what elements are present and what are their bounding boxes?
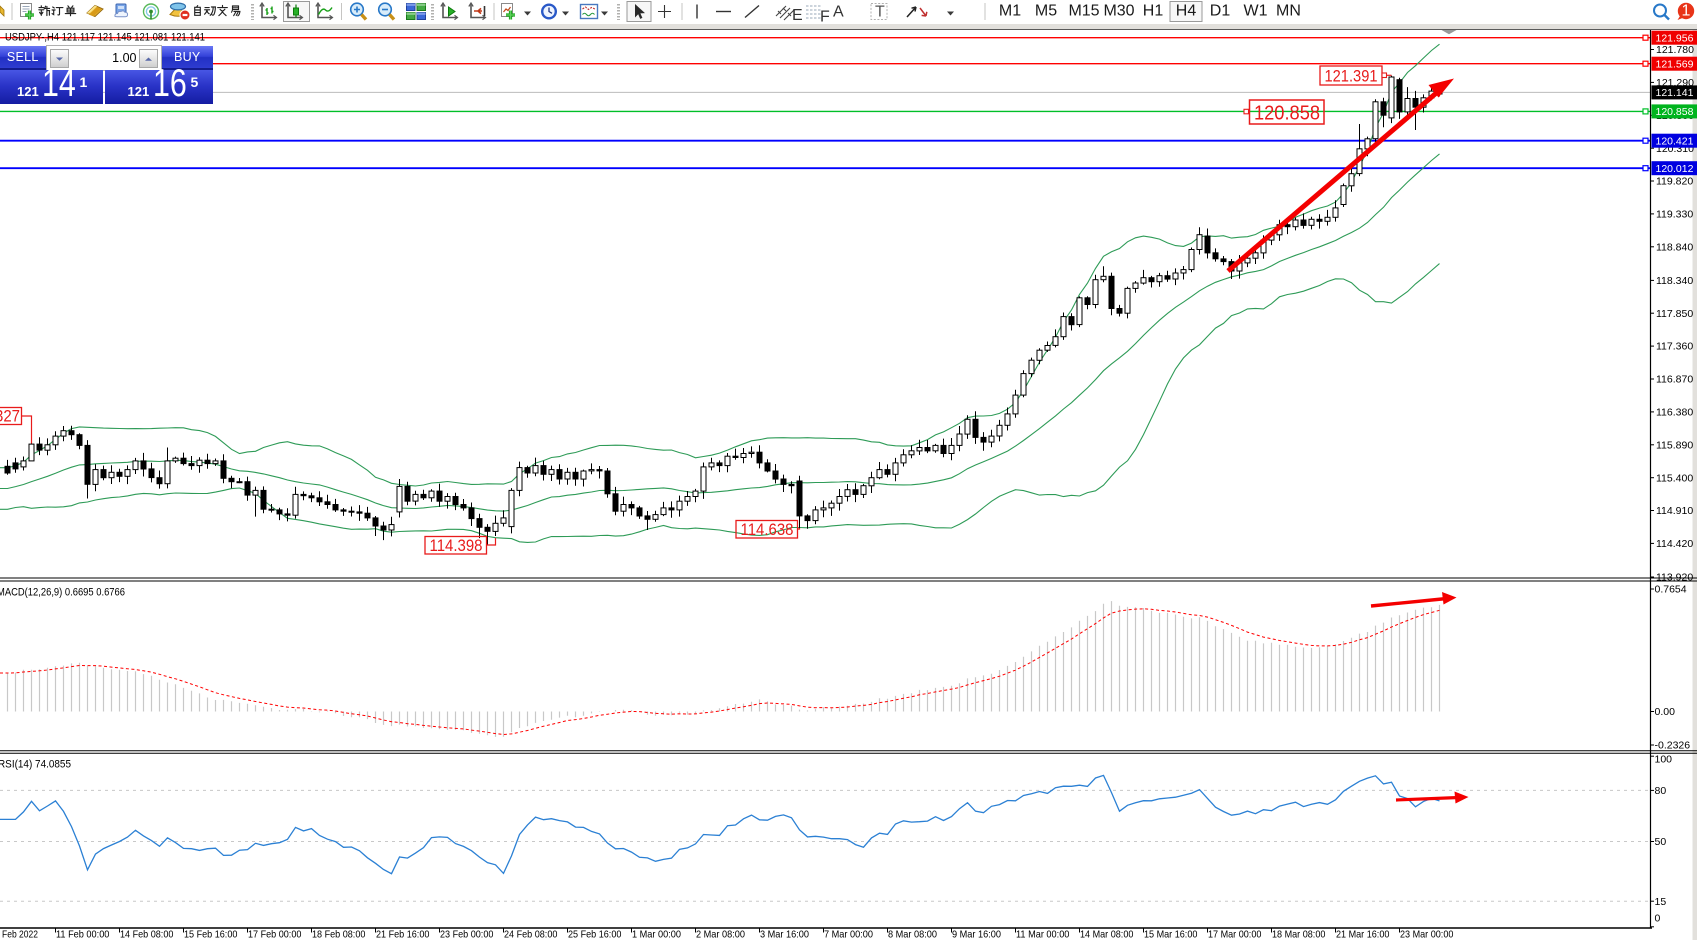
svg-text:M30: M30 [1103,3,1134,20]
svg-text:119.820: 119.820 [1656,176,1693,188]
svg-text:M15: M15 [1068,3,1099,20]
svg-text:M1: M1 [999,3,1021,20]
svg-text:121.141: 121.141 [1656,87,1694,99]
svg-text:0: 0 [1655,913,1661,925]
svg-text:121.569: 121.569 [1656,59,1694,71]
svg-text:117.850: 117.850 [1656,308,1693,320]
svg-text:1: 1 [1682,3,1691,20]
svg-text:MACD(12,26,9) 0.6695 0.6766: MACD(12,26,9) 0.6695 0.6766 [0,587,125,599]
svg-text:-0.2326: -0.2326 [1655,740,1691,752]
svg-text:18 Mar 08:00: 18 Mar 08:00 [1272,929,1326,940]
svg-text:116.380: 116.380 [1656,407,1693,419]
svg-text:15: 15 [1655,896,1667,908]
svg-text:100: 100 [1655,754,1673,766]
svg-text:120.012: 120.012 [1656,163,1694,175]
svg-text:18 Feb 08:00: 18 Feb 08:00 [312,929,366,940]
svg-text:116.870: 116.870 [1656,374,1693,386]
svg-text:Feb 2022: Feb 2022 [2,929,38,940]
svg-text:121.391: 121.391 [1325,67,1378,86]
svg-text:14 Mar 08:00: 14 Mar 08:00 [1080,929,1134,940]
svg-text:2 Mar 08:00: 2 Mar 08:00 [696,929,745,940]
svg-text:118.840: 118.840 [1656,241,1693,253]
svg-text:114.420: 114.420 [1656,538,1693,550]
svg-text:9 Mar 16:00: 9 Mar 16:00 [952,929,1001,940]
svg-text:15 Mar 16:00: 15 Mar 16:00 [1144,929,1198,940]
svg-text:15 Feb 16:00: 15 Feb 16:00 [184,929,238,940]
svg-text:USDJPY-,H4 121.117 121.145 12: USDJPY-,H4 121.117 121.145 121.081 121.1… [5,32,205,44]
svg-text:8 Mar 08:00: 8 Mar 08:00 [888,929,937,940]
svg-text:21 Mar 16:00: 21 Mar 16:00 [1336,929,1390,940]
svg-text:14 Feb 08:00: 14 Feb 08:00 [120,929,174,940]
svg-text:115.400: 115.400 [1656,472,1693,484]
svg-text:23 Feb 00:00: 23 Feb 00:00 [440,929,494,940]
svg-text:1 Mar 00:00: 1 Mar 00:00 [632,929,681,940]
svg-text:M5: M5 [1035,3,1057,20]
svg-text:120.858: 120.858 [1656,106,1694,118]
svg-text:24 Feb 08:00: 24 Feb 08:00 [504,929,558,940]
svg-text:RSI(14) 74.0855: RSI(14) 74.0855 [0,759,71,771]
svg-text:3 Mar 16:00: 3 Mar 16:00 [760,929,809,940]
svg-text:117.360: 117.360 [1656,341,1693,353]
svg-text:23 Mar 00:00: 23 Mar 00:00 [1400,929,1454,940]
svg-text:114.398: 114.398 [430,536,483,555]
svg-text:80: 80 [1655,785,1667,797]
svg-text:119.330: 119.330 [1656,209,1693,221]
svg-text:F: F [820,9,830,26]
svg-text:113.920: 113.920 [1656,572,1693,584]
svg-text:H1: H1 [1143,3,1164,20]
svg-text:114.910: 114.910 [1656,505,1693,517]
svg-text:D1: D1 [1210,3,1231,20]
svg-text:A: A [833,4,844,21]
svg-text:0.00: 0.00 [1655,706,1676,718]
svg-text:T: T [875,4,885,21]
svg-text:21 Feb 16:00: 21 Feb 16:00 [376,929,430,940]
svg-text:17 Mar 00:00: 17 Mar 00:00 [1208,929,1262,940]
svg-text:116.327: 116.327 [0,407,20,426]
svg-text:50: 50 [1655,836,1667,848]
svg-text:115.890: 115.890 [1656,439,1693,451]
svg-text:118.340: 118.340 [1656,275,1693,287]
svg-text:MN: MN [1276,3,1301,20]
svg-text:11 Feb 00:00: 11 Feb 00:00 [56,929,110,940]
svg-text:114.638: 114.638 [741,520,794,539]
svg-text:H4: H4 [1176,3,1197,20]
svg-text:E: E [792,7,803,24]
svg-text:7 Mar 00:00: 7 Mar 00:00 [824,929,873,940]
svg-text:11 Mar 00:00: 11 Mar 00:00 [1016,929,1070,940]
svg-text:121.780: 121.780 [1656,44,1694,56]
svg-text:W1: W1 [1244,3,1268,20]
svg-text:121.956: 121.956 [1656,33,1694,45]
svg-text:17 Feb 00:00: 17 Feb 00:00 [248,929,302,940]
svg-text:0.7654: 0.7654 [1655,584,1687,596]
svg-text:120.858: 120.858 [1254,103,1320,125]
svg-text:120.421: 120.421 [1656,136,1694,148]
svg-text:25 Feb 16:00: 25 Feb 16:00 [568,929,622,940]
